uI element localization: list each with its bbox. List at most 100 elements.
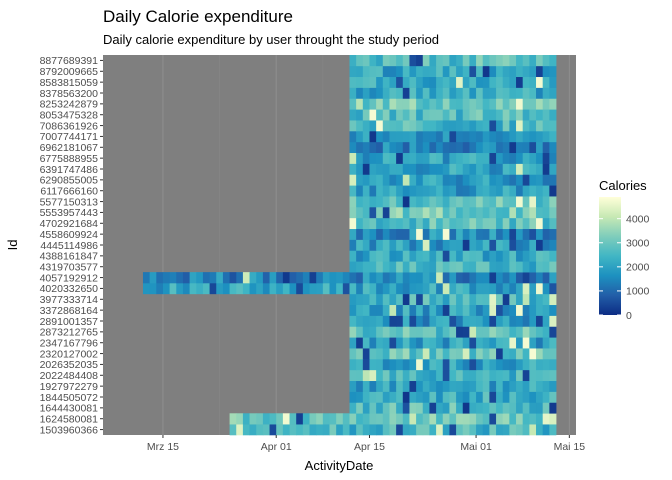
heatmap-cell bbox=[362, 87, 370, 99]
heatmap-cell bbox=[356, 228, 364, 240]
heatmap-cell bbox=[522, 261, 530, 273]
heatmap-cell bbox=[496, 348, 504, 360]
heatmap-cell bbox=[262, 424, 270, 436]
heatmap-cell bbox=[489, 228, 497, 240]
heatmap-cell bbox=[449, 120, 457, 132]
heatmap-cell bbox=[382, 152, 390, 164]
heatmap-cell bbox=[476, 163, 484, 175]
heatmap-cell bbox=[529, 109, 537, 121]
heatmap-cell bbox=[482, 304, 490, 316]
heatmap-cell bbox=[442, 185, 450, 197]
heatmap-cell bbox=[449, 98, 457, 110]
heatmap-cell bbox=[482, 369, 490, 382]
heatmap-cell bbox=[389, 402, 397, 414]
heatmap-cell bbox=[396, 424, 404, 436]
heatmap-cell bbox=[249, 424, 257, 436]
heatmap-cell bbox=[389, 207, 397, 219]
heatmap-cell bbox=[496, 402, 504, 414]
heatmap-cell bbox=[456, 55, 464, 67]
heatmap-cell bbox=[176, 272, 184, 284]
heatmap-cell bbox=[322, 272, 330, 284]
heatmap-cell bbox=[549, 369, 557, 382]
heatmap-cell bbox=[362, 185, 370, 197]
heatmap-cell bbox=[382, 283, 390, 295]
heatmap-cell bbox=[462, 217, 470, 230]
heatmap-cell bbox=[476, 369, 484, 382]
heatmap-cell bbox=[469, 402, 477, 414]
heatmap-cell bbox=[356, 424, 364, 436]
heatmap-cell bbox=[376, 76, 384, 88]
heatmap-cell bbox=[409, 163, 417, 175]
heatmap-cell bbox=[382, 413, 390, 425]
heatmap-cell bbox=[382, 76, 390, 88]
heatmap-cell bbox=[276, 424, 284, 436]
heatmap-cell bbox=[436, 152, 444, 164]
heatmap-cell bbox=[456, 163, 464, 175]
heatmap-cell bbox=[362, 315, 370, 327]
heatmap-cell bbox=[436, 76, 444, 88]
heatmap-cell bbox=[429, 359, 437, 371]
heatmap-cell bbox=[436, 228, 444, 240]
heatmap-cell bbox=[509, 391, 517, 403]
heatmap-cell bbox=[362, 55, 370, 67]
heatmap-cell bbox=[269, 283, 277, 295]
heatmap-cell bbox=[516, 109, 524, 121]
heatmap-cell bbox=[389, 185, 397, 197]
heatmap-cell bbox=[442, 207, 450, 219]
heatmap-cell bbox=[249, 413, 257, 425]
heatmap-cell bbox=[536, 261, 544, 273]
heatmap-cell bbox=[502, 109, 510, 121]
heatmap-cell bbox=[549, 250, 557, 262]
heatmap-cell bbox=[469, 174, 477, 186]
heatmap-cell bbox=[549, 293, 557, 306]
heatmap-cell bbox=[436, 131, 444, 143]
heatmap-cell bbox=[356, 65, 364, 78]
heatmap-cell bbox=[436, 413, 444, 425]
heatmap-cell bbox=[389, 228, 397, 240]
heatmap-cell bbox=[182, 283, 190, 295]
heatmap-cell bbox=[536, 359, 544, 371]
heatmap-cell bbox=[389, 369, 397, 382]
heatmap-cell bbox=[482, 228, 490, 240]
heatmap-cell bbox=[522, 174, 530, 186]
heatmap-cell bbox=[376, 217, 384, 230]
heatmap-cell bbox=[502, 65, 510, 78]
heatmap-cell bbox=[422, 87, 430, 99]
heatmap-cell bbox=[462, 98, 470, 110]
heatmap-cell bbox=[536, 315, 544, 327]
heatmap-cell bbox=[489, 359, 497, 371]
heatmap-cell bbox=[369, 369, 377, 382]
heatmap-cell bbox=[422, 380, 430, 392]
heatmap-cell bbox=[449, 261, 457, 273]
y-tick-label: 8877689391 bbox=[40, 55, 99, 67]
legend-colorbar bbox=[599, 197, 621, 315]
heatmap-cell bbox=[449, 380, 457, 392]
heatmap-cell bbox=[482, 250, 490, 262]
heatmap-cell bbox=[476, 348, 484, 360]
heatmap-cell bbox=[369, 391, 377, 403]
heatmap-cell bbox=[456, 152, 464, 164]
heatmap-cell bbox=[236, 272, 244, 284]
heatmap-cell bbox=[436, 55, 444, 67]
heatmap-cell bbox=[516, 152, 524, 164]
heatmap-cell bbox=[476, 304, 484, 316]
y-tick-label: 4020332650 bbox=[40, 283, 99, 295]
heatmap-cell bbox=[402, 261, 410, 273]
heatmap-cell bbox=[369, 131, 377, 143]
heatmap-cell bbox=[449, 228, 457, 240]
heatmap-cell bbox=[529, 315, 537, 327]
heatmap-cell bbox=[462, 380, 470, 392]
heatmap-cell bbox=[442, 131, 450, 143]
heatmap-cell bbox=[522, 76, 530, 88]
heatmap-cell bbox=[436, 359, 444, 371]
heatmap-cell bbox=[429, 424, 437, 436]
heatmap-cell bbox=[382, 359, 390, 371]
heatmap-cell bbox=[409, 348, 417, 360]
heatmap-cell bbox=[442, 217, 450, 230]
heatmap-cell bbox=[429, 337, 437, 349]
heatmap-cell bbox=[516, 380, 524, 392]
heatmap-cell bbox=[356, 326, 364, 338]
heatmap-cell bbox=[536, 293, 544, 306]
heatmap-cell bbox=[529, 152, 537, 164]
y-tick-label: 7086361926 bbox=[40, 120, 99, 132]
